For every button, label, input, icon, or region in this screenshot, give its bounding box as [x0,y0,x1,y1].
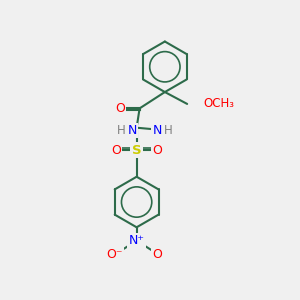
Text: N: N [128,124,137,137]
Text: O: O [152,248,162,260]
Text: OCH₃: OCH₃ [203,98,235,110]
Text: H: H [117,124,125,137]
Text: O: O [152,143,162,157]
Text: O: O [111,143,121,157]
Text: O: O [115,102,125,115]
Text: H: H [164,124,172,137]
Text: S: S [132,143,141,157]
Text: N: N [153,124,162,137]
Text: O⁻: O⁻ [106,248,123,260]
Text: N⁺: N⁺ [129,234,145,247]
